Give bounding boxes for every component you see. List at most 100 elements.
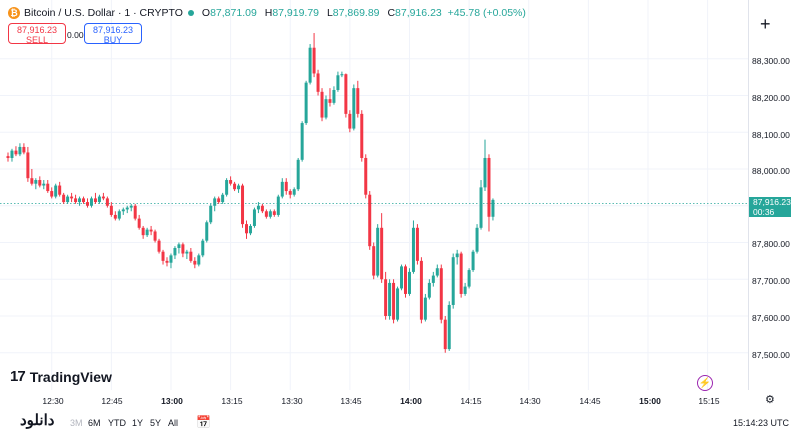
candle-body	[431, 275, 435, 283]
candle-body	[487, 157, 491, 217]
candle	[276, 194, 280, 217]
candle-body	[272, 211, 276, 215]
last-price: 87,916.23	[753, 197, 791, 207]
candle	[475, 224, 479, 254]
range-3m-button[interactable]: 3M	[70, 418, 83, 428]
candle-body	[308, 47, 312, 83]
candle-body	[304, 82, 308, 124]
candle	[149, 225, 153, 236]
candle	[252, 207, 256, 228]
calendar-icon[interactable]: 📅	[196, 415, 211, 429]
utc-clock[interactable]: 15:14:23 UTC	[733, 418, 790, 428]
candle	[384, 271, 388, 320]
price-chart[interactable]	[0, 0, 793, 410]
candle-body	[149, 229, 153, 232]
candle	[320, 88, 324, 122]
candle-body	[241, 185, 245, 225]
buy-button[interactable]: 87,916.23 BUY	[84, 23, 142, 45]
time-label: 14:00	[400, 396, 422, 406]
candle-body	[364, 157, 368, 195]
candle	[153, 229, 157, 243]
range-ytd-button[interactable]: YTD	[108, 418, 126, 428]
candle-body	[400, 266, 404, 289]
candle-body	[145, 229, 149, 236]
candle	[209, 203, 213, 225]
candle-body	[161, 251, 165, 261]
candle-body	[14, 150, 18, 155]
sell-button[interactable]: 87,916.23 SELL	[8, 23, 66, 45]
candle-body	[58, 185, 62, 195]
buy-price: 87,916.23	[92, 25, 134, 35]
candle-body	[264, 211, 268, 217]
candle	[237, 183, 241, 193]
lightning-icon[interactable]: ⚡	[697, 375, 713, 391]
tradingview-logo[interactable]: 17 TradingView	[10, 368, 112, 385]
candle	[411, 220, 415, 274]
candle-body	[451, 257, 455, 305]
candle	[133, 203, 137, 221]
candle	[364, 154, 368, 199]
candle	[272, 209, 276, 217]
candle-body	[209, 205, 213, 223]
candle-body	[109, 205, 113, 215]
candle	[407, 268, 411, 296]
candle	[173, 246, 177, 260]
candle-body	[245, 224, 248, 234]
candles	[6, 33, 495, 353]
candle	[404, 264, 407, 298]
candle	[213, 196, 217, 212]
candle	[46, 180, 50, 193]
bar-countdown: 00:36	[753, 207, 775, 217]
candle	[70, 192, 74, 203]
price-label: 87,500.00	[752, 350, 790, 360]
candle	[388, 279, 392, 320]
candle-body	[165, 260, 169, 263]
range-6m-button[interactable]: 6M	[88, 418, 101, 428]
candle	[340, 71, 344, 78]
crosshair-icon[interactable]: +	[760, 14, 771, 34]
bitcoin-icon: ₿	[8, 7, 20, 19]
candle	[439, 264, 443, 324]
settings-icon[interactable]: ⚙	[765, 394, 775, 406]
candle	[300, 121, 304, 162]
candle-body	[344, 74, 348, 114]
candle	[217, 196, 221, 204]
candle	[18, 143, 22, 157]
candle	[280, 178, 284, 199]
price-label: 87,600.00	[752, 313, 790, 323]
candle	[284, 178, 288, 195]
candle	[74, 194, 78, 204]
range-1y-button[interactable]: 1Y	[132, 418, 144, 428]
time-label: 15:00	[639, 396, 661, 406]
candle-body	[288, 191, 292, 195]
candle	[177, 242, 181, 254]
candle	[157, 238, 161, 254]
candle-body	[18, 146, 22, 155]
candle-body	[97, 196, 101, 203]
ohlc-readout: O87,871.09 H87,919.79 L87,869.89 C87,916…	[201, 7, 526, 19]
time-label: 12:30	[42, 396, 64, 406]
candle-body	[479, 187, 483, 228]
candle	[101, 192, 105, 201]
symbol-title[interactable]: Bitcoin / U.S. Dollar · 1 · CRYPTO	[24, 7, 183, 19]
candle	[225, 178, 229, 197]
candle	[324, 95, 328, 120]
candle-body	[82, 198, 86, 203]
candle	[14, 146, 18, 157]
range-all-button[interactable]: All	[168, 418, 179, 428]
candle-body	[348, 113, 352, 129]
candle	[487, 154, 491, 232]
candle	[22, 143, 26, 155]
candle-body	[340, 74, 344, 76]
range-5y-button[interactable]: 5Y	[150, 418, 162, 428]
candle-body	[316, 73, 320, 92]
time-label: 13:45	[340, 396, 362, 406]
chart-grid	[0, 0, 748, 390]
candle	[78, 196, 82, 206]
candle	[125, 205, 129, 214]
candle	[491, 198, 495, 221]
candle-body	[447, 304, 451, 350]
symbol-header[interactable]: ₿ Bitcoin / U.S. Dollar · 1 · CRYPTO O87…	[8, 6, 529, 20]
candle-body	[248, 225, 252, 234]
candle	[129, 203, 133, 212]
